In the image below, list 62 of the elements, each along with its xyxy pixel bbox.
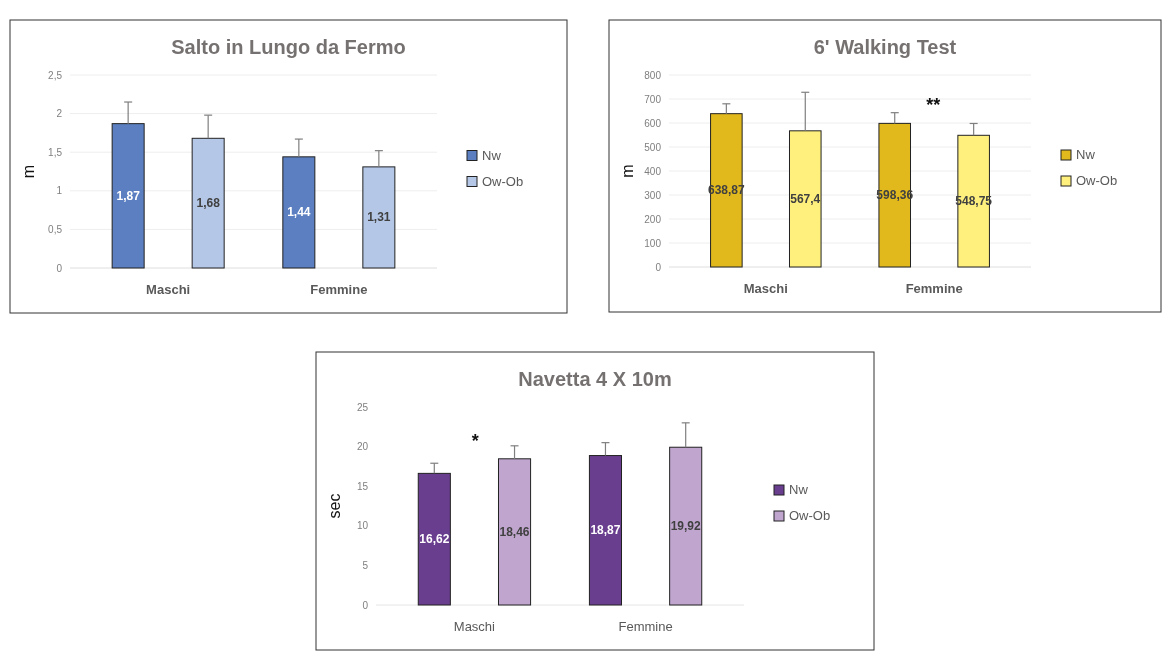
legend-label: Ow-Ob	[1076, 173, 1118, 188]
bar	[282, 156, 316, 269]
data-label: 1,68	[196, 196, 221, 211]
annotation: *	[471, 430, 479, 451]
legend-label: Nw	[1076, 147, 1096, 162]
annotation: **	[926, 95, 941, 116]
bar	[669, 446, 703, 606]
bar	[878, 122, 912, 268]
y-tick-label: 500	[644, 141, 662, 153]
y-axis-title: m	[20, 164, 37, 179]
y-tick-label: 400	[644, 165, 662, 177]
data-label: 19,92	[670, 519, 702, 534]
y-tick-label: 0	[362, 599, 369, 611]
y-tick-label: 15	[356, 480, 369, 492]
legend-label: Ow-Ob	[789, 508, 831, 523]
y-tick-label: 0	[56, 262, 63, 274]
y-tick-label: 800	[644, 69, 662, 81]
legend-label: Nw	[482, 147, 502, 163]
bar	[957, 134, 990, 268]
data-label: 18,46	[499, 524, 530, 539]
y-axis-title: m	[619, 164, 636, 178]
y-tick-label: 300	[644, 189, 662, 201]
chart-title: Navetta 4 X 10m	[518, 368, 672, 390]
legend-label: Ow-Ob	[482, 173, 524, 189]
y-tick-label: 25	[356, 401, 369, 413]
y-tick-label: 1	[56, 185, 63, 197]
y-tick-label: 600	[644, 117, 662, 129]
x-tick-label: Femmine	[618, 619, 673, 634]
y-tick-label: 700	[644, 93, 662, 105]
legend-label: Nw	[789, 482, 809, 497]
y-tick-label: 200	[644, 213, 662, 225]
bar	[362, 166, 396, 269]
bar	[417, 472, 451, 606]
data-label: 567,4	[790, 191, 821, 206]
bar	[788, 130, 822, 268]
y-tick-label: 10	[356, 520, 369, 532]
y-tick-label: 1,5	[48, 146, 63, 158]
y-axis-title: sec	[326, 493, 343, 519]
y-tick-label: 100	[644, 237, 662, 249]
data-label: 16,62	[419, 532, 450, 547]
data-label: 18,87	[590, 523, 621, 538]
chart-title: 6' Walking Test	[813, 36, 957, 58]
x-tick-label: Maschi	[146, 282, 191, 297]
y-tick-label: 0,5	[48, 223, 63, 235]
x-tick-label: Maschi	[453, 619, 496, 634]
x-tick-label: Femmine	[310, 282, 368, 297]
bar	[497, 458, 532, 606]
y-tick-label: 2,5	[48, 69, 63, 81]
chart-title: Salto in Lungo da Fermo	[171, 36, 406, 58]
data-label: 1,44	[287, 205, 311, 220]
bar	[111, 123, 145, 269]
x-tick-label: Femmine	[905, 281, 963, 296]
bar	[710, 113, 743, 268]
y-tick-label: 20	[356, 441, 369, 453]
y-tick-label: 2	[56, 108, 63, 120]
bar	[588, 455, 623, 606]
data-label: 1,87	[116, 188, 141, 203]
bar	[191, 137, 225, 269]
y-tick-label: 0	[655, 261, 662, 273]
x-tick-label: Maschi	[743, 281, 788, 296]
data-label: 1,31	[367, 210, 391, 225]
y-tick-label: 5	[362, 559, 369, 571]
